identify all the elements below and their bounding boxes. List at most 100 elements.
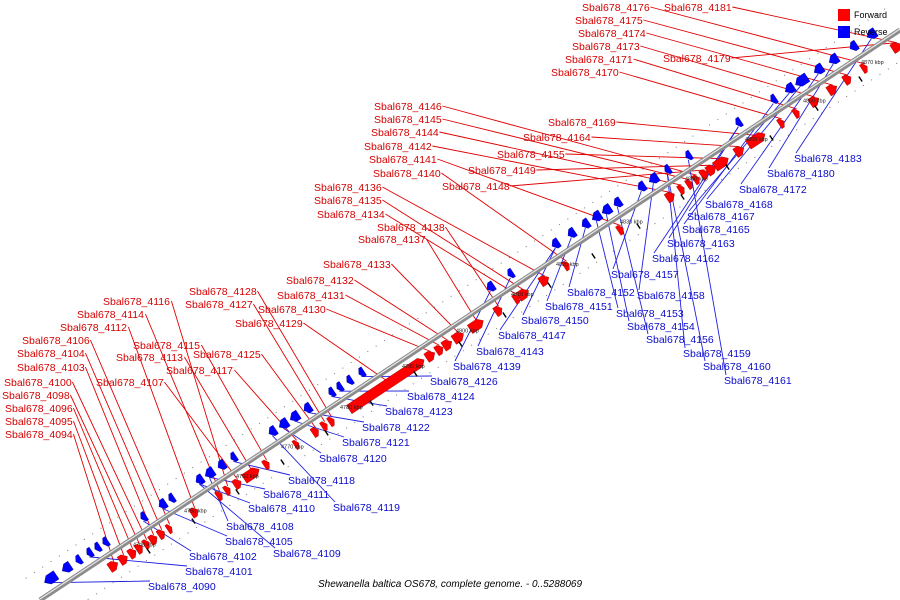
reverse-gene-feature[interactable] xyxy=(581,217,592,229)
forward-gene-feature[interactable] xyxy=(326,416,335,428)
forward-gene-label[interactable]: Sbal678_4094 xyxy=(5,429,73,441)
reverse-gene-label[interactable]: Sbal678_4102 xyxy=(189,551,257,563)
forward-gene-feature[interactable] xyxy=(537,275,550,288)
reverse-gene-label[interactable]: Sbal678_4180 xyxy=(767,168,835,180)
reverse-gene-label[interactable]: Sbal678_4161 xyxy=(724,375,792,387)
reverse-gene-label[interactable]: Sbal678_4108 xyxy=(226,521,294,533)
forward-gene-label[interactable]: Sbal678_4138 xyxy=(377,222,445,234)
reverse-gene-label[interactable]: Sbal678_4124 xyxy=(407,391,475,403)
reverse-gene-label[interactable]: Sbal678_4118 xyxy=(288,475,355,487)
forward-gene-label[interactable]: Sbal678_4095 xyxy=(5,416,73,428)
forward-gene-label[interactable]: Sbal678_4114 xyxy=(77,309,144,321)
forward-gene-feature[interactable] xyxy=(711,156,729,172)
forward-gene-feature[interactable] xyxy=(126,548,137,560)
forward-gene-label[interactable]: Sbal678_4171 xyxy=(565,54,633,66)
forward-gene-label[interactable]: Sbal678_4130 xyxy=(258,304,326,316)
reverse-gene-feature[interactable] xyxy=(268,424,279,437)
forward-gene-label[interactable]: Sbal678_4132 xyxy=(286,275,354,287)
reverse-gene-feature[interactable] xyxy=(784,81,797,94)
forward-gene-label[interactable]: Sbal678_4129 xyxy=(235,318,303,330)
forward-gene-label[interactable]: Sbal678_4128 xyxy=(189,286,257,298)
forward-gene-label[interactable]: Sbal678_4117 xyxy=(166,365,233,377)
forward-gene-feature[interactable] xyxy=(231,478,242,491)
forward-gene-feature[interactable] xyxy=(241,467,260,484)
forward-gene-label[interactable]: Sbal678_4100 xyxy=(4,377,72,389)
forward-gene-label[interactable]: Sbal678_4107 xyxy=(96,377,164,389)
reverse-gene-label[interactable]: Sbal678_4156 xyxy=(646,334,714,346)
forward-gene-feature[interactable] xyxy=(433,345,444,357)
forward-gene-label[interactable]: Sbal678_4103 xyxy=(17,362,85,374)
forward-gene-feature[interactable] xyxy=(346,358,425,414)
forward-gene-feature[interactable] xyxy=(691,174,700,186)
reverse-gene-feature[interactable] xyxy=(336,381,345,392)
reverse-gene-label[interactable]: Sbal678_4110 xyxy=(248,503,315,515)
forward-gene-feature[interactable] xyxy=(492,306,503,318)
forward-gene-feature[interactable] xyxy=(859,63,868,74)
forward-gene-label[interactable]: Sbal678_4169 xyxy=(548,117,616,129)
reverse-gene-feature[interactable] xyxy=(685,149,694,161)
forward-gene-feature[interactable] xyxy=(222,485,231,497)
reverse-gene-label[interactable]: Sbal678_4167 xyxy=(687,211,755,223)
reverse-gene-feature[interactable] xyxy=(770,93,779,104)
reverse-gene-label[interactable]: Sbal678_4168 xyxy=(705,199,773,211)
forward-gene-feature[interactable] xyxy=(214,490,223,502)
reverse-gene-feature[interactable] xyxy=(567,226,578,238)
reverse-gene-feature[interactable] xyxy=(507,267,516,279)
reverse-gene-feature[interactable] xyxy=(486,280,497,292)
reverse-gene-label[interactable]: Sbal678_4139 xyxy=(453,361,521,373)
reverse-gene-label[interactable]: Sbal678_4153 xyxy=(616,308,684,320)
reverse-gene-label[interactable]: Sbal678_4111 xyxy=(263,489,329,501)
forward-gene-label[interactable]: Sbal678_4137 xyxy=(358,234,426,246)
reverse-gene-label[interactable]: Sbal678_4150 xyxy=(521,315,589,327)
forward-gene-feature[interactable] xyxy=(684,179,693,190)
reverse-gene-label[interactable]: Sbal678_4152 xyxy=(567,287,635,299)
forward-gene-label[interactable]: Sbal678_4112 xyxy=(60,322,127,334)
reverse-gene-label[interactable]: Sbal678_4147 xyxy=(498,330,566,342)
forward-gene-label[interactable]: Sbal678_4127 xyxy=(185,299,253,311)
forward-gene-feature[interactable] xyxy=(291,439,300,451)
reverse-gene-label[interactable]: Sbal678_4126 xyxy=(430,376,498,388)
forward-gene-label[interactable]: Sbal678_4140 xyxy=(373,168,441,180)
forward-gene-feature[interactable] xyxy=(732,146,745,158)
forward-gene-feature[interactable] xyxy=(698,169,709,181)
reverse-gene-feature[interactable] xyxy=(613,196,624,208)
forward-gene-label[interactable]: Sbal678_4125 xyxy=(193,349,261,361)
forward-gene-feature[interactable] xyxy=(663,192,675,204)
reverse-gene-feature[interactable] xyxy=(601,203,614,215)
forward-gene-feature[interactable] xyxy=(615,225,624,236)
reverse-gene-label[interactable]: Sbal678_4105 xyxy=(225,536,293,548)
forward-gene-label[interactable]: Sbal678_4104 xyxy=(17,348,85,360)
forward-gene-label[interactable]: Sbal678_4106 xyxy=(22,335,90,347)
forward-gene-label[interactable]: Sbal678_4173 xyxy=(572,41,640,53)
reverse-gene-feature[interactable] xyxy=(303,401,314,413)
forward-gene-feature[interactable] xyxy=(423,351,436,363)
reverse-gene-label[interactable]: Sbal678_4158 xyxy=(637,290,705,302)
forward-gene-label[interactable]: Sbal678_4155 xyxy=(497,149,565,161)
forward-gene-feature[interactable] xyxy=(791,108,800,119)
reverse-gene-label[interactable]: Sbal678_4143 xyxy=(476,346,544,358)
forward-gene-label[interactable]: Sbal678_4133 xyxy=(323,259,391,271)
reverse-gene-feature[interactable] xyxy=(140,511,149,522)
forward-gene-feature[interactable] xyxy=(745,132,766,150)
forward-gene-feature[interactable] xyxy=(133,543,143,555)
forward-gene-feature[interactable] xyxy=(106,561,119,573)
reverse-gene-label[interactable]: Sbal678_4172 xyxy=(739,184,807,196)
reverse-gene-feature[interactable] xyxy=(61,560,74,573)
reverse-gene-label[interactable]: Sbal678_4121 xyxy=(342,437,410,449)
reverse-gene-label[interactable]: Sbal678_4123 xyxy=(385,406,453,418)
forward-gene-label[interactable]: Sbal678_4176 xyxy=(582,2,650,14)
forward-gene-label[interactable]: Sbal678_4135 xyxy=(314,195,382,207)
forward-gene-feature[interactable] xyxy=(450,331,464,345)
forward-gene-feature[interactable] xyxy=(116,554,128,566)
reverse-gene-label[interactable]: Sbal678_4183 xyxy=(794,153,862,165)
reverse-gene-label[interactable]: Sbal678_4109 xyxy=(273,548,341,560)
forward-gene-feature[interactable] xyxy=(319,421,328,432)
reverse-gene-feature[interactable] xyxy=(204,466,217,478)
reverse-gene-label[interactable]: Sbal678_4122 xyxy=(362,422,430,434)
reverse-gene-label[interactable]: Sbal678_4090 xyxy=(148,581,216,593)
reverse-gene-feature[interactable] xyxy=(849,39,860,51)
forward-gene-feature[interactable] xyxy=(841,74,852,86)
forward-gene-label[interactable]: Sbal678_4098 xyxy=(2,390,70,402)
reverse-gene-label[interactable]: Sbal678_4154 xyxy=(627,321,695,333)
reverse-gene-label[interactable]: Sbal678_4157 xyxy=(611,269,679,281)
